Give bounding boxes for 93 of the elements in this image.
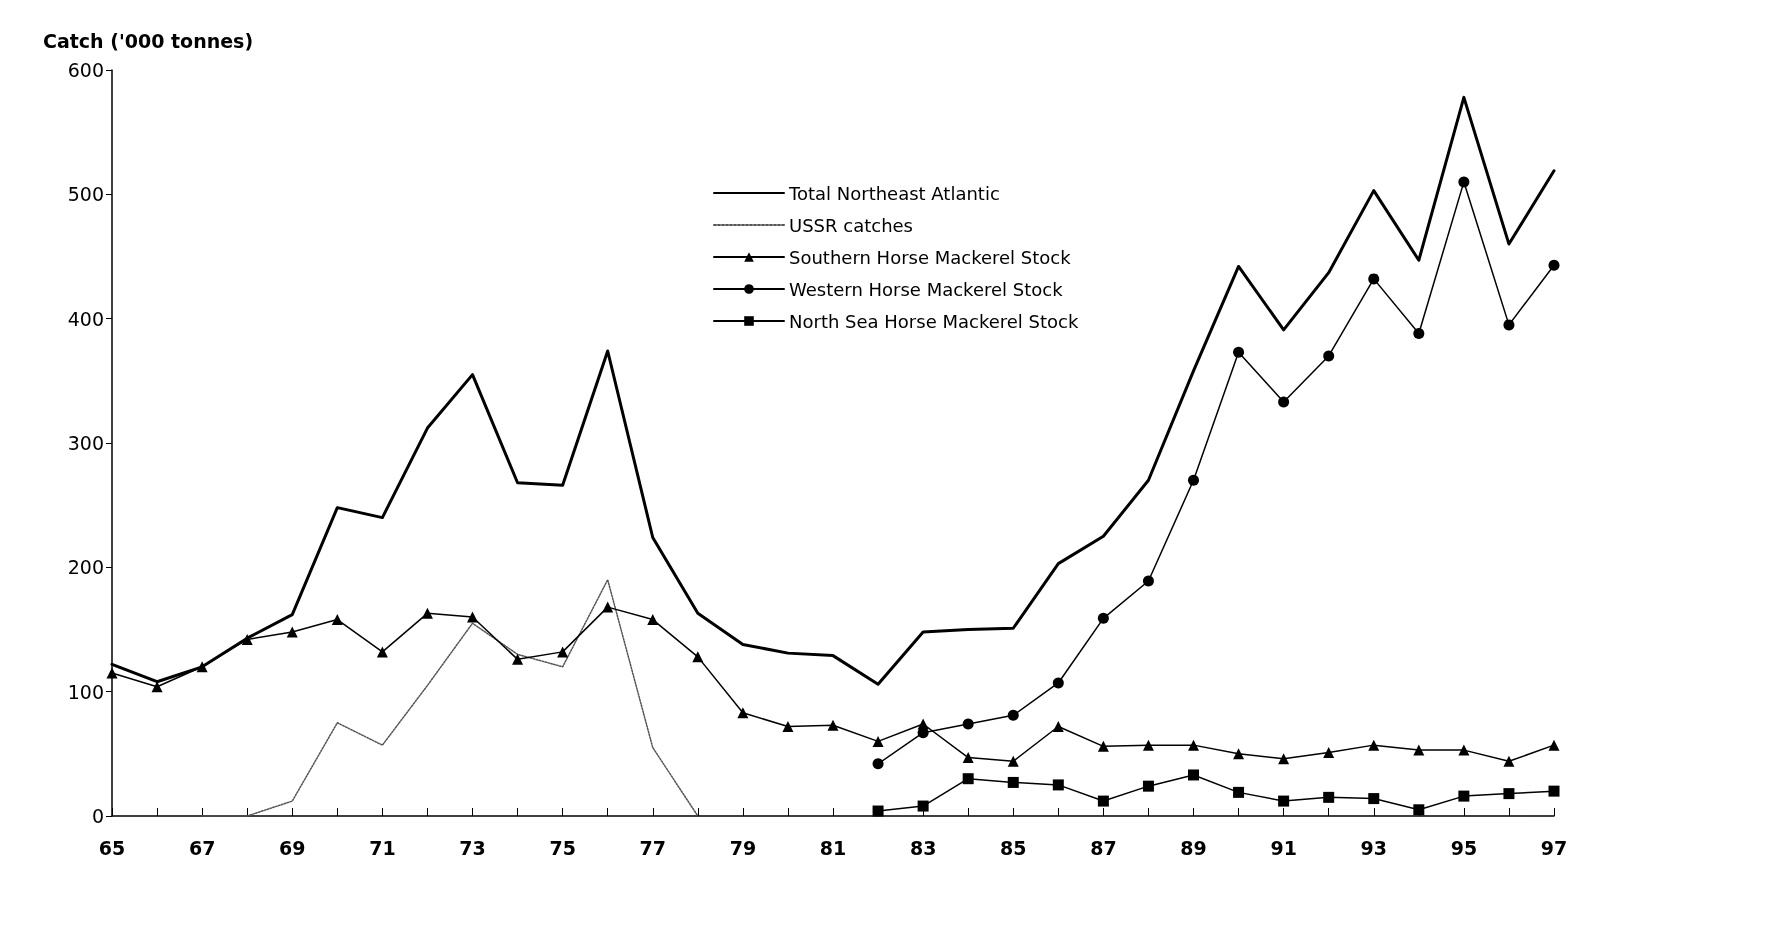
- y-tick-label: 500: [67, 183, 104, 206]
- point: [241, 633, 253, 645]
- point: [1503, 788, 1515, 800]
- x-tick-label: 73: [459, 836, 486, 859]
- point: [1188, 739, 1199, 751]
- point: [1142, 780, 1154, 792]
- point: [1142, 739, 1154, 751]
- point: [1458, 790, 1470, 802]
- point: [151, 681, 163, 693]
- point: [1368, 273, 1380, 285]
- point: [1413, 328, 1425, 340]
- point: [1323, 791, 1335, 803]
- point: [512, 653, 524, 665]
- legend-label: Southern Horse Mackerel Stock: [789, 246, 1072, 268]
- point: [1323, 747, 1335, 759]
- x-tick-label: 65: [98, 836, 126, 859]
- point: [1278, 753, 1290, 765]
- y-tick-label: 300: [67, 432, 104, 454]
- point: [1548, 739, 1560, 751]
- point: [1233, 786, 1245, 798]
- legend-label: North Sea Horse Mackerel Stock: [789, 310, 1079, 332]
- point: [331, 614, 343, 626]
- y-tick-label: 400: [67, 307, 104, 330]
- point: [1097, 740, 1109, 752]
- point: [1323, 350, 1335, 362]
- point: [1458, 176, 1470, 188]
- point: [1097, 795, 1109, 807]
- point: [286, 626, 298, 638]
- legend-label: USSR catches: [789, 214, 913, 236]
- point: [962, 718, 974, 730]
- point: [827, 719, 839, 731]
- point: [1007, 776, 1019, 788]
- point: [872, 735, 884, 747]
- x-tick-label: 69: [279, 836, 306, 859]
- point: [872, 805, 884, 817]
- point: [1548, 785, 1560, 797]
- point: [917, 800, 929, 812]
- point: [692, 651, 704, 663]
- point: [1548, 259, 1560, 271]
- point: [1007, 709, 1019, 721]
- point: [1413, 804, 1425, 816]
- x-tick-label: 81: [819, 836, 847, 859]
- x-tick-label: 93: [1360, 836, 1387, 859]
- point: [1188, 474, 1199, 486]
- point: [1503, 319, 1515, 331]
- point: [647, 614, 659, 626]
- point: [467, 611, 478, 623]
- point: [1368, 793, 1380, 805]
- point: [106, 667, 118, 679]
- x-tick-label: 83: [909, 836, 937, 859]
- x-tick-label: 91: [1270, 836, 1297, 859]
- legend-label: Western Horse Mackerel Stock: [789, 278, 1064, 300]
- point: [782, 720, 794, 732]
- point: [1052, 779, 1064, 791]
- point: [962, 773, 974, 785]
- x-tick-label: 71: [369, 836, 396, 859]
- x-tick-label: 79: [729, 836, 757, 859]
- point: [1052, 677, 1064, 689]
- point: [1052, 720, 1064, 732]
- point: [1413, 744, 1425, 756]
- point: [737, 707, 749, 719]
- point: [376, 646, 388, 658]
- point: [962, 752, 974, 764]
- x-tick-label: 97: [1540, 836, 1568, 859]
- x-tick-label: 77: [639, 836, 666, 859]
- x-tick-label: 75: [549, 836, 576, 859]
- x-tick-label: 89: [1180, 836, 1207, 859]
- line-series: [201, 579, 699, 817]
- point: [1368, 739, 1380, 751]
- point: [1188, 769, 1199, 781]
- x-tick-label: 87: [1090, 836, 1117, 859]
- point: [421, 607, 433, 619]
- point: [557, 646, 569, 658]
- point: [1233, 346, 1245, 358]
- y-tick-label: 100: [67, 680, 104, 703]
- point: [1458, 744, 1470, 756]
- point: [1278, 396, 1290, 408]
- y-axis-title: Catch ('000 tonnes): [43, 29, 254, 52]
- x-tick-label: 95: [1450, 836, 1478, 859]
- legend-label: Total Northeast Atlantic: [788, 182, 1000, 204]
- point: [1233, 748, 1245, 760]
- point: [1007, 755, 1019, 767]
- point: [1142, 575, 1154, 587]
- y-tick-label: 200: [67, 556, 104, 579]
- point: [1097, 612, 1109, 624]
- x-tick-label: 85: [1000, 836, 1027, 859]
- point: [1503, 755, 1515, 767]
- point: [872, 758, 884, 770]
- y-tick-label: 0: [91, 805, 104, 827]
- point: [1278, 795, 1290, 807]
- x-tick-label: 67: [188, 836, 216, 859]
- y-tick-label: 600: [67, 59, 104, 81]
- point: [602, 601, 614, 613]
